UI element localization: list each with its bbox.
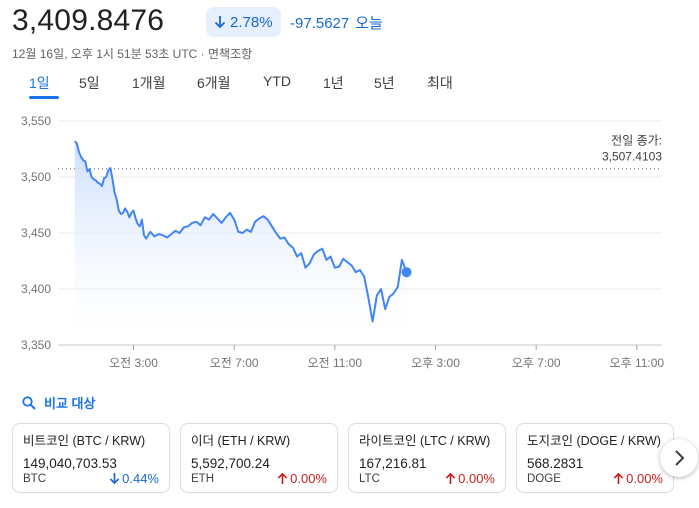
x-axis: 오전 3:00 오전 7:00 오전 11:00 오후 3:00 오후 7:00 오후 1… <box>109 345 664 370</box>
tab-5y[interactable]: 5년 <box>374 75 395 91</box>
compare-label: 비교 대상 <box>44 396 96 411</box>
x-tick-label: 오후 7:00 <box>512 356 561 370</box>
card-price: 167,216.81 <box>359 456 427 471</box>
last-price-marker <box>401 267 412 278</box>
card-change: 0.00% <box>445 471 495 486</box>
change-percent-badge: 2.78% <box>206 7 281 37</box>
previous-close-line: 전일 종가: 3,507.4103 <box>58 134 662 170</box>
change-absolute: -97.5627 오늘 <box>290 12 383 33</box>
compare-card-ltc[interactable]: 라이트코인 (LTC / KRW) 167,216.81 LTC 0.00% <box>348 423 506 493</box>
card-name: 비트코인 (BTC / KRW) <box>23 434 146 448</box>
compare-button[interactable]: 비교 대상 <box>22 393 95 412</box>
x-tick-label: 오전 11:00 <box>308 356 363 370</box>
previous-close-value: 3,507.4103 <box>602 150 662 164</box>
y-tick-label: 3,350 <box>21 338 51 352</box>
last-price-dot <box>401 267 412 278</box>
y-tick-label: 3,500 <box>21 170 51 184</box>
tab-1m[interactable]: 1개월 <box>132 75 166 91</box>
change-period: 오늘 <box>355 15 383 32</box>
card-change-value: 0.00% <box>626 471 663 486</box>
x-tick-label: 오전 7:00 <box>210 356 259 370</box>
search-icon <box>22 395 36 410</box>
change-percent: 2.78% <box>230 13 273 31</box>
change-value: -97.5627 <box>290 15 350 32</box>
range-tabs: 1일 5일 1개월 6개월 YTD 1년 5년 최대 <box>12 71 692 99</box>
card-symbol: ETH <box>191 473 214 485</box>
tab-6m[interactable]: 6개월 <box>197 75 231 91</box>
next-cards-button[interactable] <box>660 439 698 477</box>
card-symbol: DOGE <box>527 473 561 485</box>
tab-1d[interactable]: 1일 <box>29 75 50 91</box>
price-chart[interactable]: 3,550 3,500 3,450 3,400 3,350 오전 3:00 오전 7:00… <box>0 108 699 376</box>
x-tick-label: 오후 11:00 <box>610 356 665 370</box>
card-symbol: BTC <box>23 473 46 485</box>
active-tab-indicator <box>29 96 59 99</box>
y-tick-label: 3,550 <box>21 114 51 128</box>
chevron-right-icon <box>675 450 685 466</box>
tab-1y[interactable]: 1년 <box>323 75 344 91</box>
x-tick-label: 오후 3:00 <box>411 356 460 370</box>
arrow-down-icon <box>214 16 226 29</box>
arrow-down-icon <box>109 473 120 485</box>
card-change: 0.44% <box>109 471 159 486</box>
tab-5d[interactable]: 5일 <box>79 75 100 91</box>
tab-max[interactable]: 최대 <box>427 75 453 91</box>
y-axis: 3,550 3,500 3,450 3,400 3,350 <box>21 114 51 352</box>
card-change-value: 0.00% <box>458 471 495 486</box>
card-price: 568.2831 <box>527 456 584 471</box>
price-area-fill <box>74 141 407 338</box>
card-change-value: 0.44% <box>122 471 159 486</box>
arrow-up-icon <box>613 472 624 484</box>
arrow-up-icon <box>277 472 288 484</box>
compare-card-eth[interactable]: 이더 (ETH / KRW) 5,592,700.24 ETH 0.00% <box>180 423 338 493</box>
card-price: 5,592,700.24 <box>191 456 270 471</box>
compare-card-doge[interactable]: 도지코인 (DOGE / KRW) 568.2831 DOGE 0.00% <box>516 423 674 493</box>
card-symbol: LTC <box>359 473 380 485</box>
compare-card-btc[interactable]: 비트코인 (BTC / KRW) 149,040,703.53 BTC 0.44… <box>12 423 170 493</box>
current-price: 3,409.8476 <box>12 4 165 37</box>
previous-close-label: 전일 종가: <box>611 134 662 148</box>
x-tick-label: 오전 3:00 <box>109 356 158 370</box>
card-change: 0.00% <box>277 471 327 486</box>
y-tick-label: 3,400 <box>21 282 51 296</box>
card-change-value: 0.00% <box>290 471 327 486</box>
card-change: 0.00% <box>613 471 663 486</box>
price-line <box>74 140 408 323</box>
tab-ytd[interactable]: YTD <box>263 73 291 89</box>
card-name: 도지코인 (DOGE / KRW) <box>527 434 661 448</box>
y-tick-label: 3,450 <box>21 226 51 240</box>
arrow-up-icon <box>445 472 456 484</box>
card-name: 이더 (ETH / KRW) <box>191 434 291 448</box>
card-name: 라이트코인 (LTC / KRW) <box>359 434 491 448</box>
timestamp-disclaimer: 12월 16일, 오후 1시 51분 53초 UTC · 면책조항 <box>12 47 253 61</box>
card-price: 149,040,703.53 <box>23 456 117 471</box>
